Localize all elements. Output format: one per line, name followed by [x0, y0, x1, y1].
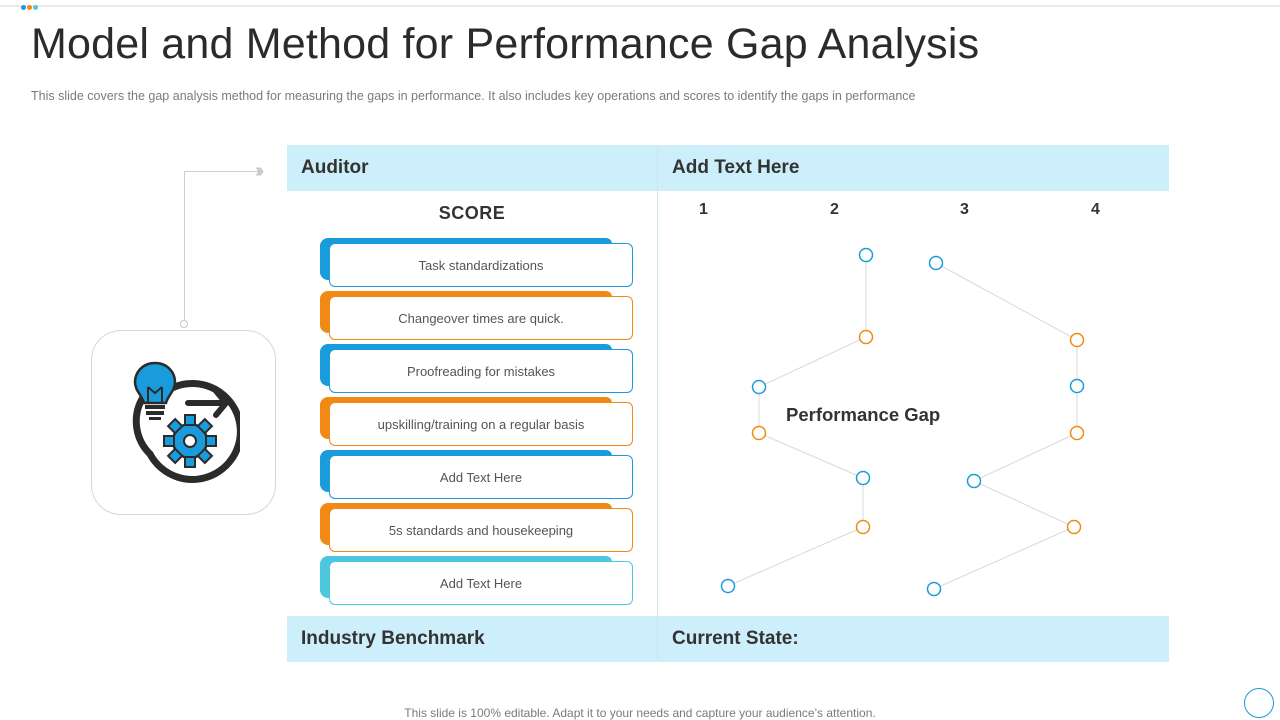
- top-rule: [0, 5, 1280, 7]
- gap-marker-orange: [858, 329, 874, 345]
- slide-footer: This slide is 100% editable. Adapt it to…: [404, 706, 876, 720]
- list-item: upskilling/training on a regular basis: [329, 402, 633, 446]
- list-item: Add Text Here: [329, 455, 633, 499]
- icon-card: [91, 330, 276, 515]
- gear-icon: [163, 414, 217, 468]
- list-item: Add Text Here: [329, 561, 633, 605]
- gap-marker-orange: [1066, 519, 1082, 535]
- lightbulb-icon: [133, 361, 177, 420]
- gap-marker-orange: [1069, 332, 1085, 348]
- connector-line-horizontal: [184, 171, 260, 172]
- gap-marker-blue: [1069, 378, 1085, 394]
- list-item: Task standardizations: [329, 243, 633, 287]
- slide-logo-dots: [21, 5, 38, 10]
- column-number-4: 4: [1091, 201, 1100, 218]
- list-item: Proofreading for mistakes: [329, 349, 633, 393]
- score-label: SCORE: [438, 203, 506, 223]
- gap-marker-blue: [966, 473, 982, 489]
- column-number-3: 3: [960, 201, 969, 218]
- footer-current-state: Current State:: [658, 616, 1169, 662]
- column-number-1: 1: [699, 201, 708, 218]
- lightbulb-gear-icon: [132, 361, 240, 483]
- slide-subtitle: This slide covers the gap analysis metho…: [31, 89, 916, 103]
- gap-marker-blue: [926, 581, 942, 597]
- connector-dot: [180, 320, 188, 328]
- gap-marker-orange: [751, 425, 767, 441]
- header-add-text: Add Text Here: [658, 145, 1169, 191]
- header-auditor: Auditor: [287, 145, 657, 191]
- nav-circle-button[interactable]: [1244, 688, 1274, 718]
- gap-marker-blue: [928, 255, 944, 271]
- refresh-arrow-icon: [146, 379, 240, 483]
- footer-industry-benchmark: Industry Benchmark: [287, 616, 657, 662]
- gap-marker-blue: [751, 379, 767, 395]
- slide-title: Model and Method for Performance Gap Ana…: [31, 20, 980, 68]
- gap-marker-orange: [1069, 425, 1085, 441]
- chevron-right-icon: ››: [255, 160, 265, 182]
- connector-line-vertical: [184, 171, 185, 323]
- gap-marker-blue: [858, 247, 874, 263]
- column-divider: [657, 145, 658, 661]
- performance-gap-label: Performance Gap: [786, 404, 941, 425]
- gap-marker-blue: [855, 470, 871, 486]
- list-item: 5s standards and housekeeping: [329, 508, 633, 552]
- gap-marker-orange: [855, 519, 871, 535]
- list-item: Changeover times are quick.: [329, 296, 633, 340]
- gap-marker-blue: [720, 578, 736, 594]
- column-number-2: 2: [830, 201, 839, 218]
